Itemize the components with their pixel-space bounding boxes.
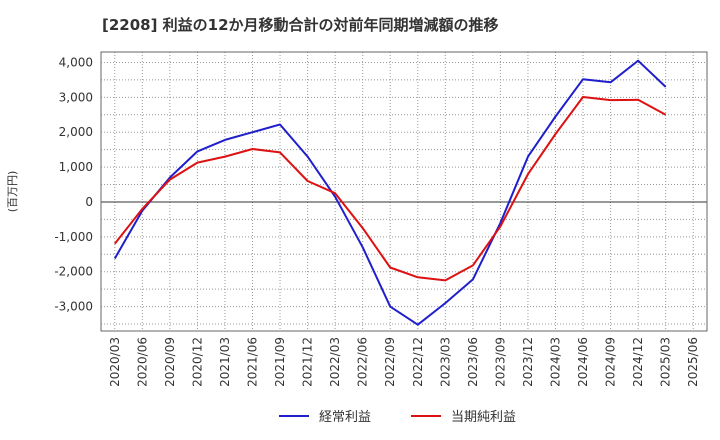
- y-tick-label: -1,000: [54, 230, 93, 244]
- y-tick-label: 3,000: [59, 90, 93, 104]
- x-tick-label: 2021/12: [301, 337, 315, 387]
- y-tick-label: 2,000: [59, 125, 93, 139]
- x-tick-label: 2025/06: [686, 337, 700, 387]
- x-tick-label: 2025/03: [659, 337, 673, 387]
- x-tick-label: 2023/03: [438, 337, 452, 387]
- x-tick-label: 2024/06: [576, 337, 590, 387]
- x-tick-label: 2023/12: [521, 337, 535, 387]
- x-tick-label: 2022/06: [356, 337, 370, 387]
- x-tick-label: 2020/06: [135, 337, 149, 387]
- y-tick-label: 1,000: [59, 160, 93, 174]
- x-tick-label: 2024/03: [549, 337, 563, 387]
- legend-label-net-profit: 当期純利益: [451, 410, 516, 425]
- x-tick-label: 2022/12: [411, 337, 425, 387]
- series-line-ordinary-profit: [113, 59, 667, 326]
- y-tick-label: -2,000: [54, 265, 93, 279]
- x-tick-label: 2020/12: [190, 337, 204, 387]
- x-tick-label: 2021/06: [246, 337, 260, 387]
- y-tick-label: 4,000: [59, 55, 93, 69]
- x-tick-label: 2024/12: [631, 337, 645, 387]
- plot-area: [101, 52, 707, 331]
- y-tick-label: 0: [85, 195, 93, 209]
- x-tick-label: 2020/03: [108, 337, 122, 387]
- y-tick-label: -3,000: [54, 300, 93, 314]
- x-tick-label: 2023/06: [466, 337, 480, 387]
- x-tick-label: 2021/09: [273, 337, 287, 387]
- plot-border: [100, 51, 708, 332]
- x-tick-label: 2024/09: [604, 337, 618, 387]
- series-line-net-profit: [114, 96, 667, 282]
- x-tick-label: 2022/09: [383, 337, 397, 387]
- x-tick-label: 2023/09: [493, 337, 507, 387]
- legend-label-ordinary-profit: 経常利益: [319, 410, 371, 425]
- x-tick-label: 2021/03: [218, 337, 232, 387]
- chart-title: [2208] 利益の12か月移動合計の対前年同期増減額の推移: [102, 16, 499, 34]
- y-axis-label: (百万円): [6, 171, 19, 213]
- x-tick-label: 2022/03: [328, 337, 342, 387]
- x-tick-label: 2020/09: [163, 337, 177, 387]
